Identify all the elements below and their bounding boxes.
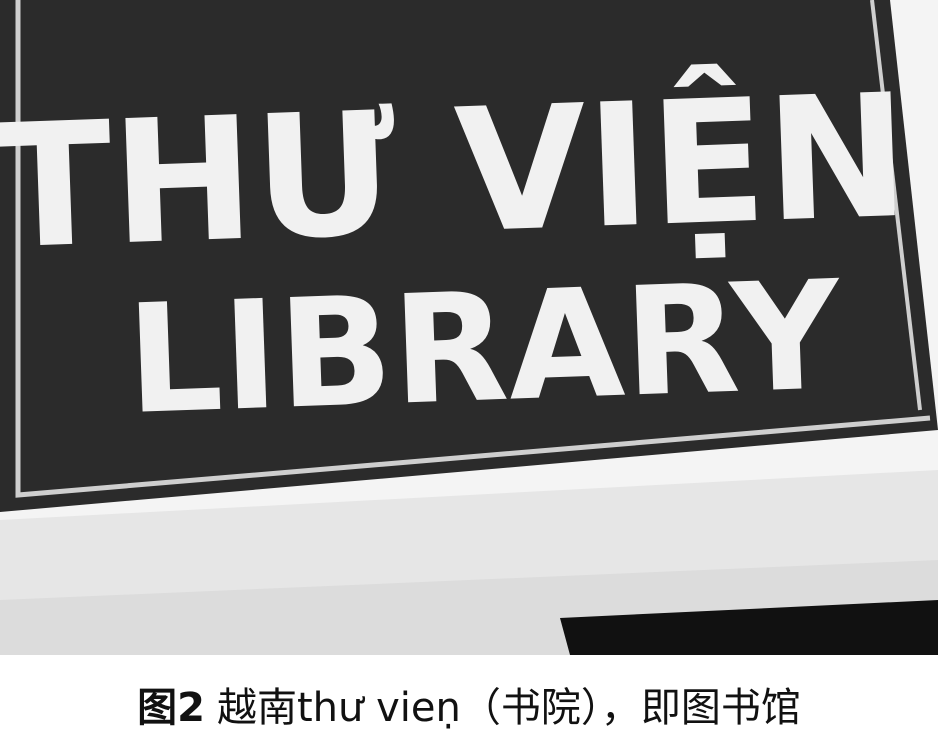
figure-label: 图2 [137,685,205,731]
sign-line-english: LIBRARY [124,249,845,448]
board-frame-line-right [870,0,922,411]
shadow-strip [560,600,938,655]
board-frame-line [15,0,931,498]
sign-board [0,0,938,512]
sign-illustration: THƯ VIỆN LIBRARY [0,0,938,655]
sign-photo: THƯ VIỆN LIBRARY [0,0,938,655]
figure-caption: 图2 越南thư vieṇ（书院），即图书馆 [0,668,938,748]
sign-line-vietnamese: THƯ VIỆN [0,57,912,288]
figure-caption-text: 越南thư vieṇ（书院），即图书馆 [216,685,801,731]
